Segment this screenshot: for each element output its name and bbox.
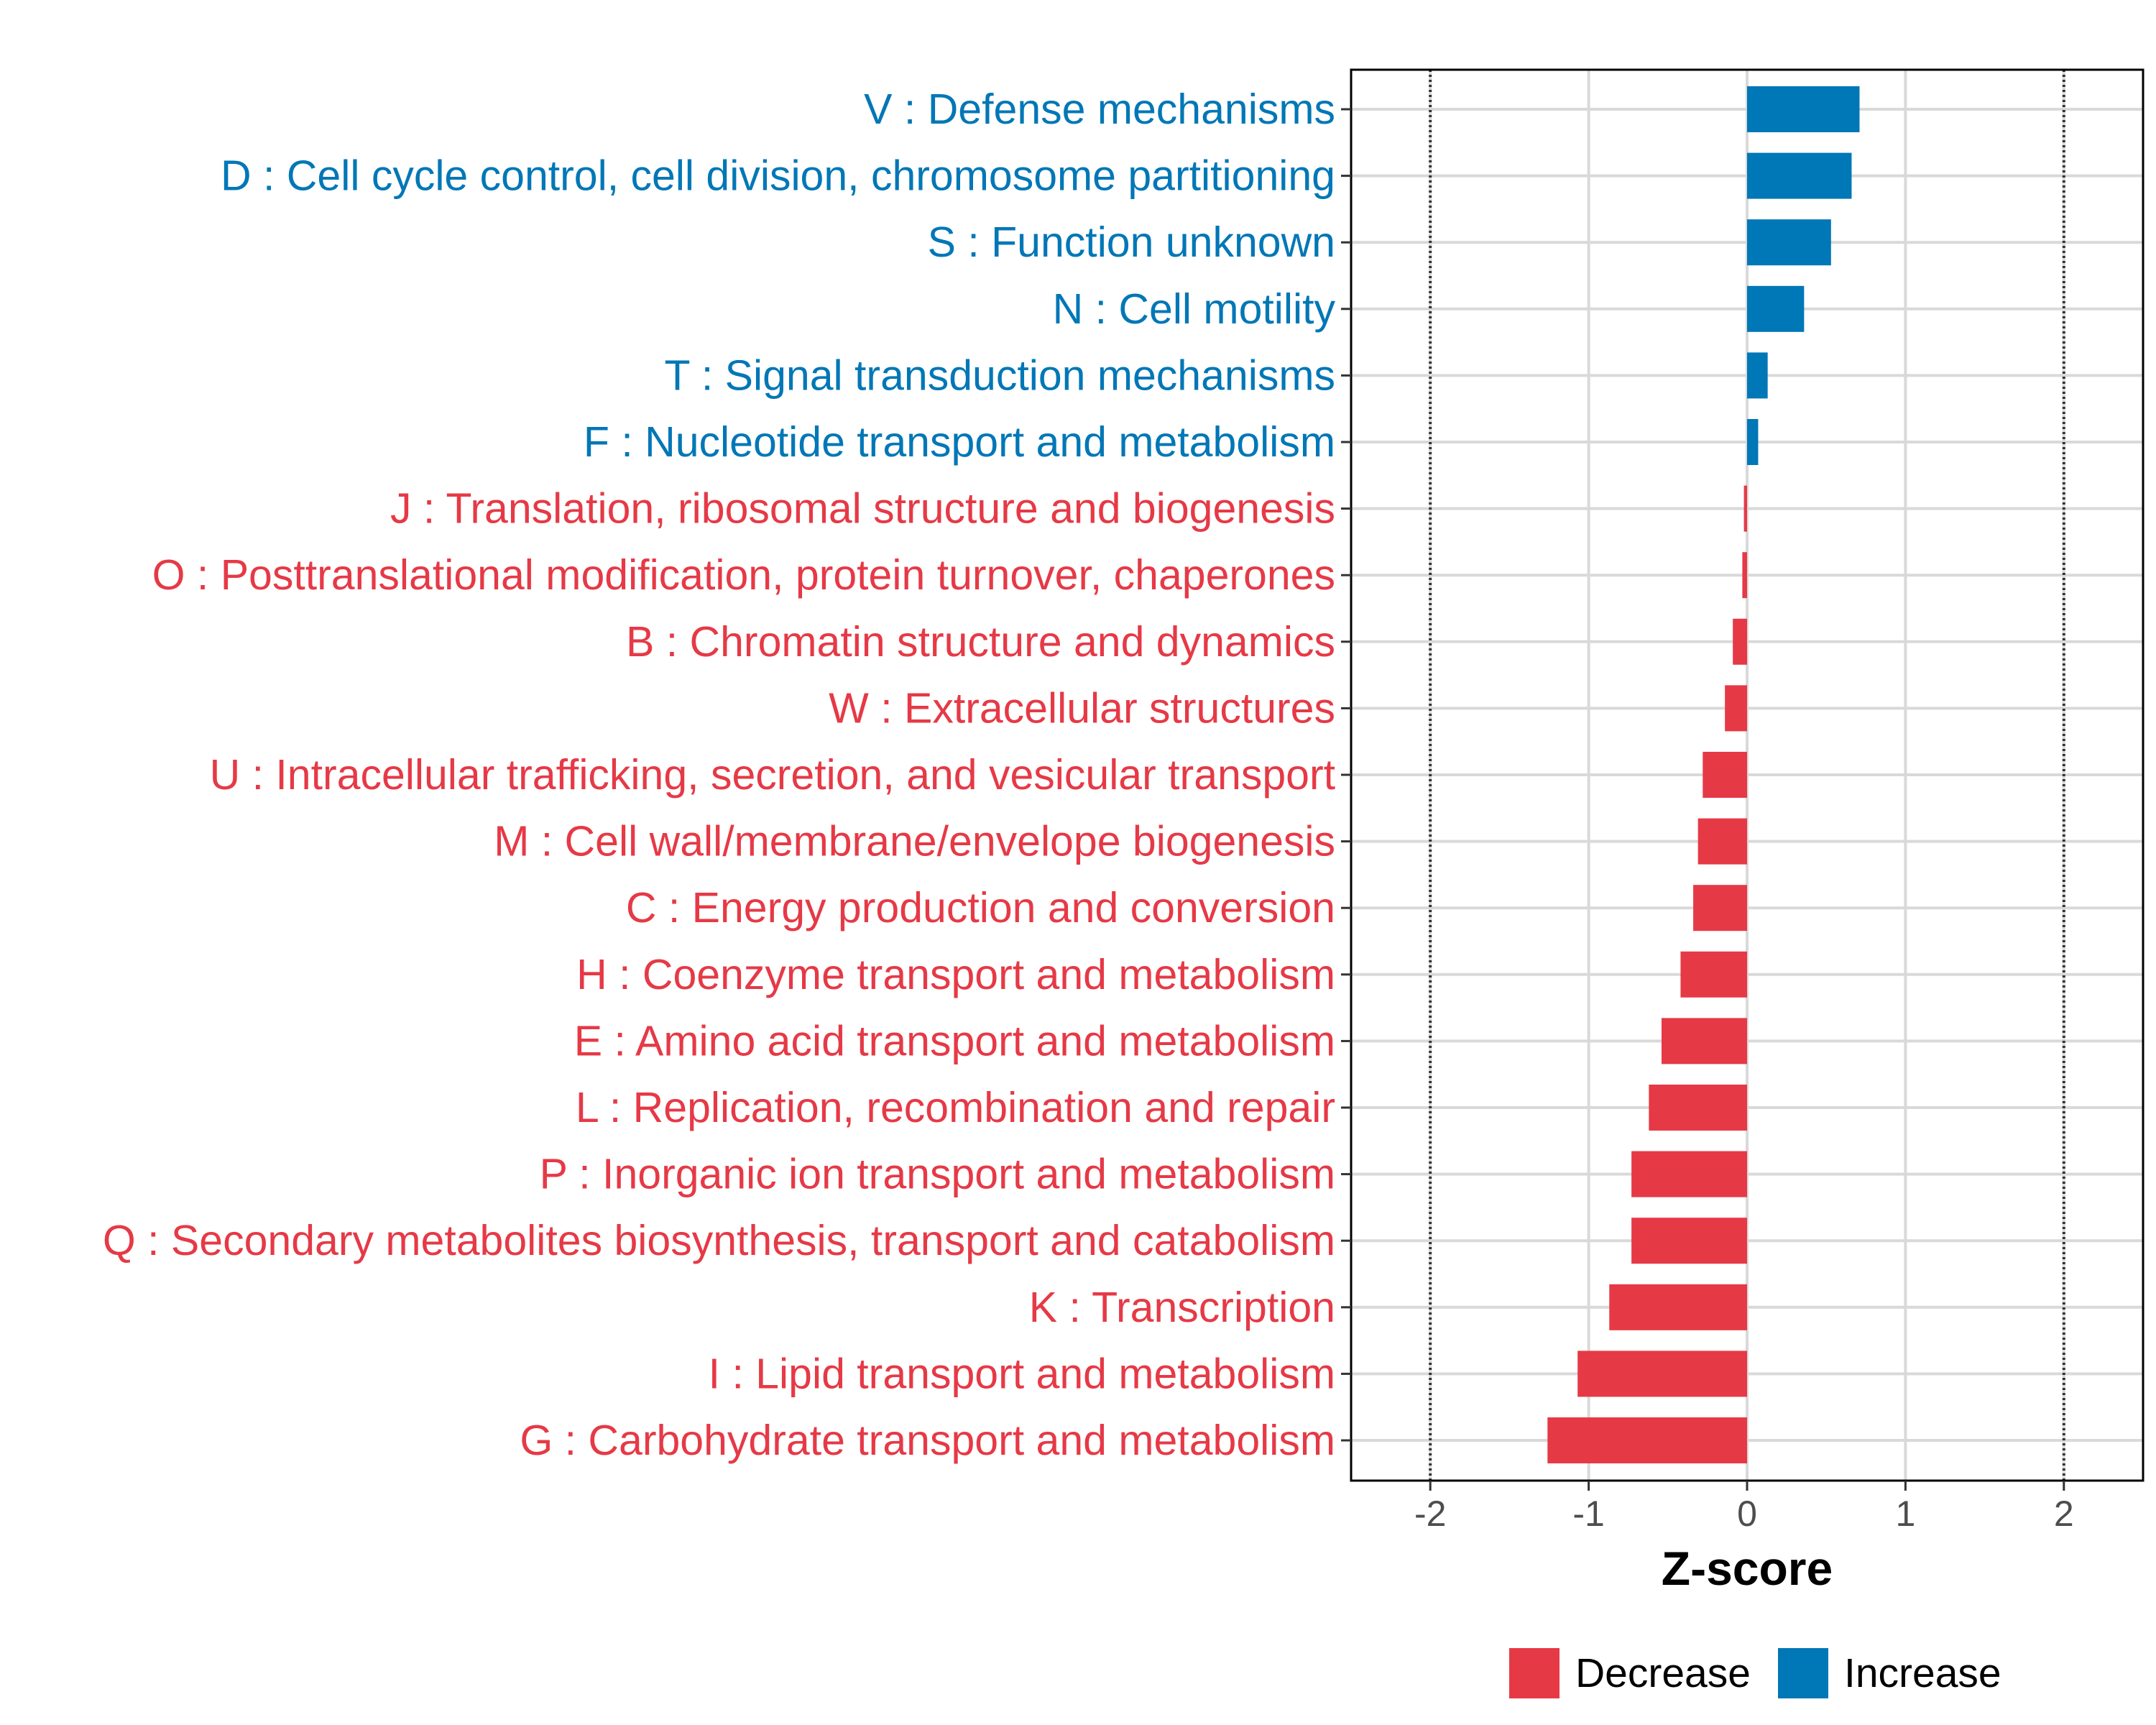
reference-lines <box>1429 70 2065 1481</box>
x-axis-ticks: -2 -1 0 1 2 <box>1414 1481 2074 1534</box>
category-label: V : Defense mechanisms <box>864 86 1335 133</box>
category-label: W : Extracellular structures <box>829 684 1335 732</box>
category-label: Q : Secondary metabolites biosynthesis, … <box>103 1217 1335 1264</box>
legend-swatch-decrease <box>1509 1648 1560 1698</box>
category-label: S : Function unknown <box>928 218 1335 266</box>
category-label: L : Replication, recombination and repai… <box>576 1084 1335 1131</box>
bar <box>1577 1351 1747 1397</box>
category-label: J : Translation, ribosomal structure and… <box>390 485 1335 533</box>
bar <box>1661 1018 1747 1064</box>
bar <box>1747 152 1852 199</box>
x-tick-label: -2 <box>1414 1494 1446 1534</box>
legend-label-increase: Increase <box>1844 1650 2001 1696</box>
category-label: D : Cell cycle control, cell division, c… <box>221 152 1335 200</box>
bar <box>1747 352 1768 399</box>
x-tick-label: -1 <box>1572 1494 1604 1534</box>
bar <box>1747 419 1759 465</box>
bar <box>1747 86 1860 132</box>
x-tick-label: 0 <box>1737 1494 1757 1534</box>
category-label: U : Intracellular trafficking, secretion… <box>210 751 1335 799</box>
category-label: B : Chromatin structure and dynamics <box>626 618 1335 666</box>
bar <box>1733 618 1747 665</box>
y-axis-labels: V : Defense mechanisms D : Cell cycle con… <box>103 86 1336 1464</box>
x-tick-label: 2 <box>2054 1494 2074 1534</box>
bar <box>1680 951 1747 998</box>
bar <box>1631 1151 1747 1197</box>
category-label: F : Nucleotide transport and metabolism <box>584 418 1335 466</box>
bar <box>1697 818 1747 865</box>
category-label: K : Transcription <box>1029 1284 1335 1331</box>
bar <box>1693 885 1747 932</box>
category-label: G : Carbohydrate transport and metabolis… <box>520 1417 1335 1464</box>
category-label: P : Inorganic ion transport and metaboli… <box>540 1151 1335 1198</box>
legend-label-decrease: Decrease <box>1575 1650 1751 1696</box>
category-label: I : Lipid transport and metabolism <box>709 1350 1335 1397</box>
bar <box>1747 219 1831 266</box>
category-label: E : Amino acid transport and metabolism <box>574 1017 1335 1064</box>
bar <box>1743 485 1747 532</box>
bar <box>1747 285 1805 332</box>
x-axis-title: Z-score <box>1662 1542 1833 1595</box>
legend: Decrease Increase <box>1509 1648 2001 1698</box>
y-axis-ticks <box>1341 108 1351 1442</box>
bar <box>1609 1284 1747 1330</box>
category-label: H : Coenzyme transport and metabolism <box>576 951 1335 998</box>
bar <box>1742 552 1747 599</box>
category-label: O : Posttranslational modification, prot… <box>152 551 1335 599</box>
category-label: T : Signal transduction mechanisms <box>664 351 1335 399</box>
category-label: M : Cell wall/membrane/envelope biogenes… <box>494 818 1335 865</box>
bar <box>1703 752 1747 798</box>
legend-swatch-increase <box>1778 1648 1828 1698</box>
bars <box>1547 86 1860 1463</box>
category-label: N : Cell motility <box>1053 285 1336 333</box>
bar <box>1725 685 1747 732</box>
bar <box>1631 1218 1747 1264</box>
bar <box>1649 1085 1747 1131</box>
x-tick-label: 1 <box>1895 1494 1915 1534</box>
bar <box>1547 1417 1747 1463</box>
category-label: C : Energy production and conversion <box>626 884 1335 932</box>
